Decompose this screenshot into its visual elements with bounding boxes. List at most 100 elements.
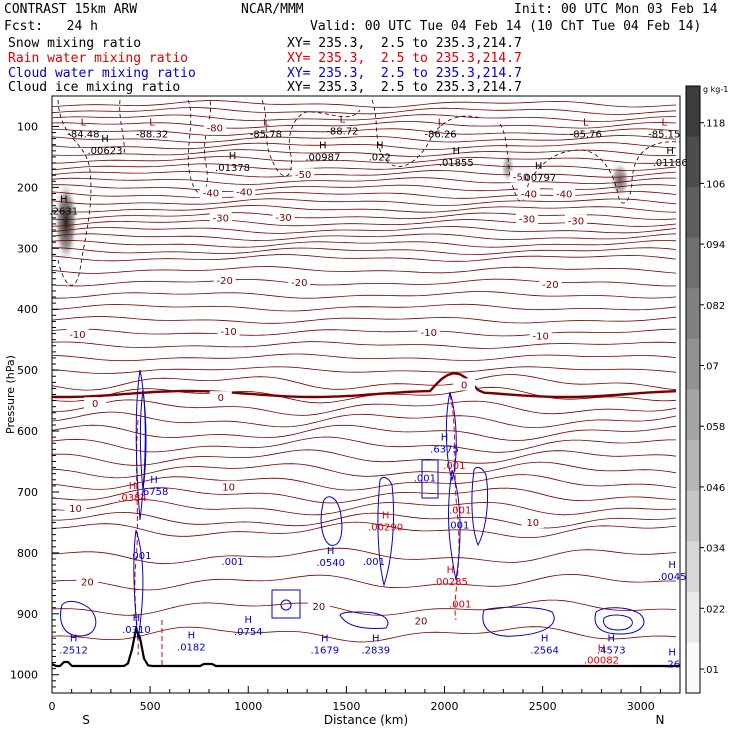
contour-label-bg (233, 185, 256, 198)
temperature-contour-label: 20 (415, 617, 428, 628)
colorbar-tick-label: .022 (703, 604, 725, 615)
contour-label-bg (564, 214, 587, 227)
cloud-water-low-6 (594, 607, 645, 635)
center-title: NCAR/MMM (241, 2, 304, 17)
contour-label-bg (409, 614, 432, 627)
maximum-value: .0310 (122, 625, 151, 636)
maximum-marker: H (453, 146, 461, 157)
colorbar-segment (686, 591, 700, 643)
temperature-contour-label: -30 (568, 216, 584, 227)
maximum-marker: H (666, 146, 674, 157)
contour-label-bg (66, 327, 89, 340)
ice-contour-4 (371, 99, 481, 167)
contour-label-bg (553, 187, 576, 200)
maximum-marker: H (668, 560, 676, 571)
maximum-value: .26 (664, 659, 680, 670)
cloud-water-cell-3 (421, 459, 439, 499)
maximum-marker: H (321, 633, 329, 644)
y-tick-label: 900 (17, 608, 38, 621)
maximum-marker: H (60, 195, 68, 206)
maximum-marker: H (541, 633, 549, 644)
contour-value-label: .001 (449, 600, 471, 611)
x-tick-label: 3000 (627, 700, 655, 713)
maximum-marker: H (668, 647, 676, 658)
contour-label-bg (84, 397, 107, 410)
model-title: CONTRAST 15km ARW (4, 2, 138, 17)
isotherm-line (51, 499, 677, 516)
colorbar-segment (686, 541, 700, 593)
temperature-contour-label: -40 (203, 188, 219, 199)
maximum-marker: H (441, 432, 449, 443)
isotherm-line (51, 386, 677, 404)
colorbar-segment (686, 338, 700, 390)
isotherm-line (51, 128, 677, 136)
isotherm-line (51, 573, 676, 591)
forecast-hour: Fcst: 24 h (4, 19, 98, 34)
temperature-contour-label: -40 (556, 190, 572, 201)
isotherm-line (51, 303, 677, 312)
isotherm-line (51, 449, 677, 466)
ice-contour-1 (119, 99, 125, 156)
minimum-marker: L (263, 118, 269, 129)
colorbar-segment (686, 389, 700, 441)
minimum-marker: L (340, 115, 346, 126)
maximum-marker: H (229, 151, 237, 162)
cloud-water-low-7 (603, 614, 633, 631)
x-tick-label: 2500 (529, 700, 557, 713)
contour-label-bg (76, 575, 99, 588)
maximum-marker: H (188, 630, 196, 641)
temperature-contour-label: -10 (532, 332, 548, 343)
cloud-water-low-5 (482, 606, 555, 637)
maximum-value: .00987 (305, 152, 340, 163)
contour-label-bg (217, 480, 240, 493)
x-tick-label: 500 (140, 700, 161, 713)
contour-label-bg (510, 170, 533, 183)
y-tick-label: 1000 (10, 669, 38, 682)
contour-label-bg (199, 186, 222, 199)
colorbar-segment (686, 136, 700, 188)
maximum-value: .0754 (234, 627, 263, 638)
y-tick-label: 800 (17, 547, 38, 560)
maximum-value: .022 (369, 152, 391, 163)
isotherm-line (51, 266, 677, 274)
temperature-contour-label: 20 (81, 578, 94, 589)
temperature-contour-label: -40 (521, 190, 537, 201)
isotherm-line (51, 135, 677, 143)
temperature-contour-label: -10 (220, 327, 236, 338)
init-time: Init: 00 UTC Mon 03 Feb 14 (514, 2, 718, 17)
isotherm-line (51, 233, 677, 241)
minimum-value: -85.78 (250, 130, 282, 141)
isotherm-line (51, 487, 677, 504)
contour-value-label: .001 (443, 461, 465, 472)
minimum-value: -88.72 (326, 127, 358, 138)
x-tick-label: 1500 (332, 700, 360, 713)
isotherm-line (52, 511, 677, 529)
y-tick-label: 400 (17, 303, 38, 316)
temperature-contour-label: -30 (275, 213, 291, 224)
isotherm-line (51, 205, 677, 213)
y-tick-label: 700 (17, 486, 38, 499)
minimum-marker: L (438, 118, 444, 129)
temperature-contour-label: -10 (69, 330, 85, 341)
isotherm-line (51, 626, 677, 643)
colorbar-tick-label: .034 (703, 544, 725, 555)
isotherm-line (51, 424, 677, 441)
maximum-marker: H (101, 134, 109, 145)
y-tick-label: 600 (17, 425, 38, 438)
contour-label-bg (515, 212, 538, 225)
cloud-water-low-2 (271, 589, 301, 619)
isotherm-line (51, 411, 677, 429)
isotherm-line (52, 291, 677, 299)
cloud-water-core-right-2 (448, 469, 461, 581)
y-axis-title: Pressure (hPa) (4, 355, 17, 434)
maximum-value: .0045 (658, 572, 687, 583)
x-end-label-south: S (82, 713, 90, 727)
isotherm-line (51, 198, 677, 206)
maximum-value: .00290 (368, 522, 403, 533)
colorbar-tick-label: .058 (703, 422, 725, 433)
contour-label-bg (307, 600, 330, 613)
y-tick-label: 500 (17, 364, 38, 377)
contour-label-bg (203, 121, 226, 134)
cloud-water-core-left-2 (139, 389, 147, 491)
x-tick-label: 0 (49, 700, 56, 713)
